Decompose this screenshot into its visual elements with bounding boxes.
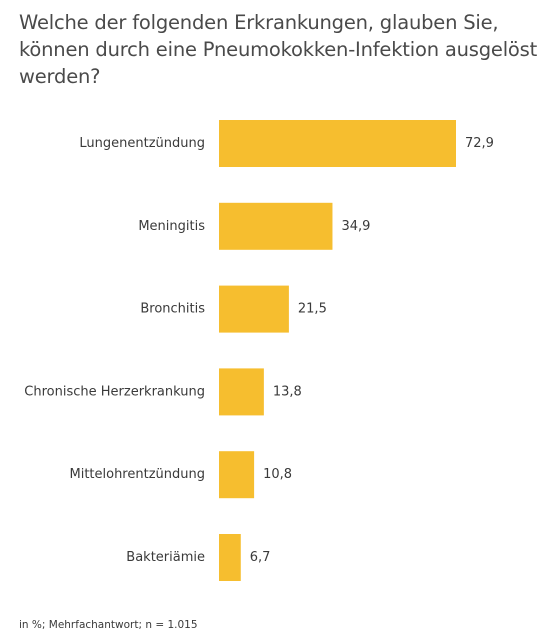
chart-footnote: in %; Mehrfachantwort; n = 1.015 [19,619,198,631]
value-label: 72,9 [465,136,494,151]
category-label: Bronchitis [140,302,205,317]
value-label: 10,8 [263,467,292,482]
bar-1 [219,120,456,167]
value-label: 13,8 [273,384,302,399]
value-label: 6,7 [250,550,271,565]
category-label: Lungenentzündung [79,136,205,151]
category-label: Mittelohrentzündung [69,467,205,482]
bar-3 [219,285,289,333]
category-label: Bakteriämie [126,550,205,565]
bar-4 [219,368,264,416]
category-label: Chronische Herzerkrankung [24,384,205,399]
value-label: 34,9 [341,219,370,234]
value-label: 21,5 [298,302,327,317]
bar-6 [219,534,241,581]
category-label: Meningitis [138,219,205,234]
bar-2 [219,202,333,250]
bar-5 [219,451,255,499]
chart-title: Welche der folgenden Erkrankungen, glaub… [19,11,538,88]
